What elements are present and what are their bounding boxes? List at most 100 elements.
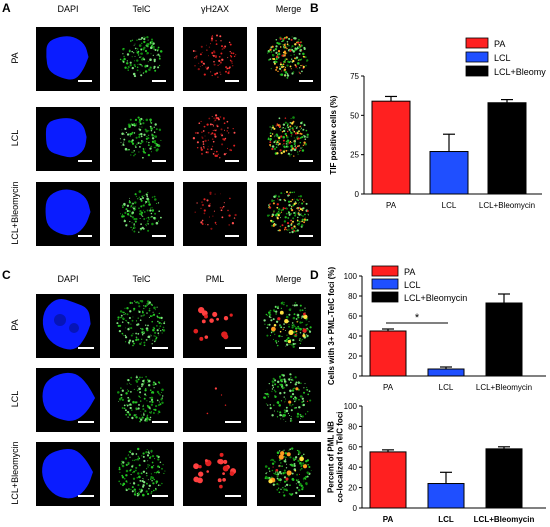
bar-lcl-bleomycin	[485, 302, 523, 377]
micrograph-2-1	[109, 182, 174, 246]
scale-bar	[151, 495, 168, 497]
panel-c-letter: C	[2, 268, 11, 282]
scale-bar	[151, 80, 166, 82]
scale-bar	[78, 421, 94, 423]
column-header-0: DAPI	[57, 4, 79, 14]
row-label-0: PA	[10, 319, 20, 331]
y-tick-label: 60	[348, 443, 357, 452]
row-label-0: PA	[10, 52, 20, 64]
y-tick-label: 20	[348, 352, 357, 361]
panel-a-letter: A	[2, 1, 11, 15]
scale-bar	[298, 495, 315, 497]
micrograph-0-3	[256, 294, 321, 358]
scale-bar	[298, 347, 315, 349]
y-tick-label: 80	[348, 422, 357, 431]
micrograph-2-3	[256, 182, 321, 246]
legend-label: PA	[494, 39, 505, 49]
legend-swatch	[371, 291, 399, 303]
legend-label: LCL+Bleomycin	[494, 67, 546, 77]
micrograph-1-3	[256, 368, 321, 432]
bar-pa	[369, 330, 407, 377]
legend-label: LCL+Bleomycin	[404, 293, 467, 303]
scale-bar	[151, 235, 166, 237]
legend-swatch	[371, 265, 399, 277]
y-tick-label: 0	[355, 190, 360, 199]
micrograph-0-0	[36, 27, 100, 91]
row-label-1: LCL	[10, 129, 20, 147]
legend-swatch	[465, 51, 489, 63]
bar-lcl	[429, 151, 469, 195]
legend-swatch	[371, 278, 399, 290]
micrograph-2-1	[109, 442, 174, 506]
legend-label: LCL	[494, 53, 511, 63]
y-tick-label: 20	[348, 484, 357, 493]
x-tick-label: LCL+Bleomycin	[474, 515, 535, 524]
bar-pa	[371, 100, 411, 195]
scale-bar	[225, 80, 239, 82]
x-tick-label: PA	[386, 201, 397, 210]
x-tick-label: LCL	[438, 515, 454, 524]
x-tick-label: PA	[383, 383, 394, 392]
micrograph-0-1	[109, 294, 174, 358]
bar-lcl-bleomycin	[487, 102, 527, 195]
column-header-1: TelC	[132, 4, 151, 14]
scale-bar	[78, 160, 92, 162]
y-tick-label: 25	[350, 151, 359, 160]
micrograph-1-2	[183, 368, 247, 432]
x-tick-label: PA	[383, 515, 394, 524]
y-tick-label: 100	[344, 402, 358, 411]
micrograph-2-0	[36, 182, 100, 246]
x-tick-label: LCL	[439, 383, 454, 392]
scale-bar	[225, 495, 241, 497]
y-tick-label: 40	[348, 463, 357, 472]
column-header-3: Merge	[275, 274, 302, 284]
x-tick-label: LCL	[442, 201, 457, 210]
y-tick-label: 100	[344, 272, 358, 281]
scale-bar	[225, 421, 241, 423]
scale-bar	[298, 421, 315, 423]
scale-bar	[225, 235, 239, 237]
x-tick-label: LCL+Bleomycin	[479, 201, 535, 210]
y-tick-label: 75	[350, 72, 359, 81]
panel-b-letter: B	[310, 1, 319, 15]
micrograph-0-1	[109, 27, 174, 91]
row-label-1: LCL	[10, 390, 20, 408]
significance-star: *	[415, 312, 420, 324]
micrograph-2-3	[256, 442, 321, 506]
micrograph-0-2	[183, 294, 247, 358]
legend-swatch	[465, 37, 489, 49]
micrograph-2-2	[183, 182, 247, 246]
y-axis-label: Cells with 3+ PML-TelC foci (%)	[327, 267, 336, 386]
micrograph-2-2	[183, 442, 247, 506]
scale-bar	[78, 347, 94, 349]
scale-bar	[78, 80, 92, 82]
y-axis-label: TIF positive cells (%)	[329, 95, 338, 174]
micrograph-1-1	[109, 368, 174, 432]
legend-label: LCL	[404, 280, 421, 290]
column-header-0: DAPI	[57, 274, 79, 284]
y-axis-label: Percent of PML NBco-localized to TelC fo…	[327, 412, 345, 503]
micrograph-1-2	[183, 107, 247, 171]
scale-bar	[298, 80, 313, 82]
chart-b: 0 25 50 75 TIF positive cells (%) PA LCL LCL+Bl…	[329, 37, 546, 210]
micrograph-2-0	[36, 442, 100, 506]
scale-bar	[225, 347, 241, 349]
x-tick-label: LCL+Bleomycin	[476, 383, 532, 392]
y-tick-label: 50	[350, 111, 359, 120]
legend-swatch	[465, 65, 489, 77]
chart-d-top: 0 20 40 60 80 100 Cells with 3+ PML-TelC foci …	[327, 265, 546, 392]
bar-lcl	[427, 483, 465, 509]
column-header-2: PML	[205, 274, 225, 284]
micrograph-1-0	[36, 107, 100, 171]
micrograph-0-2	[183, 27, 247, 91]
legend-label: PA	[404, 267, 415, 277]
scale-bar	[151, 160, 166, 162]
row-label-2: LCL+Bleomycin	[10, 441, 20, 505]
micrograph-1-3	[256, 107, 321, 171]
micrograph-0-0	[36, 294, 100, 358]
column-header-3: Merge	[275, 4, 302, 14]
scale-bar	[225, 160, 239, 162]
bar-pa	[369, 451, 407, 509]
scale-bar	[298, 235, 313, 237]
